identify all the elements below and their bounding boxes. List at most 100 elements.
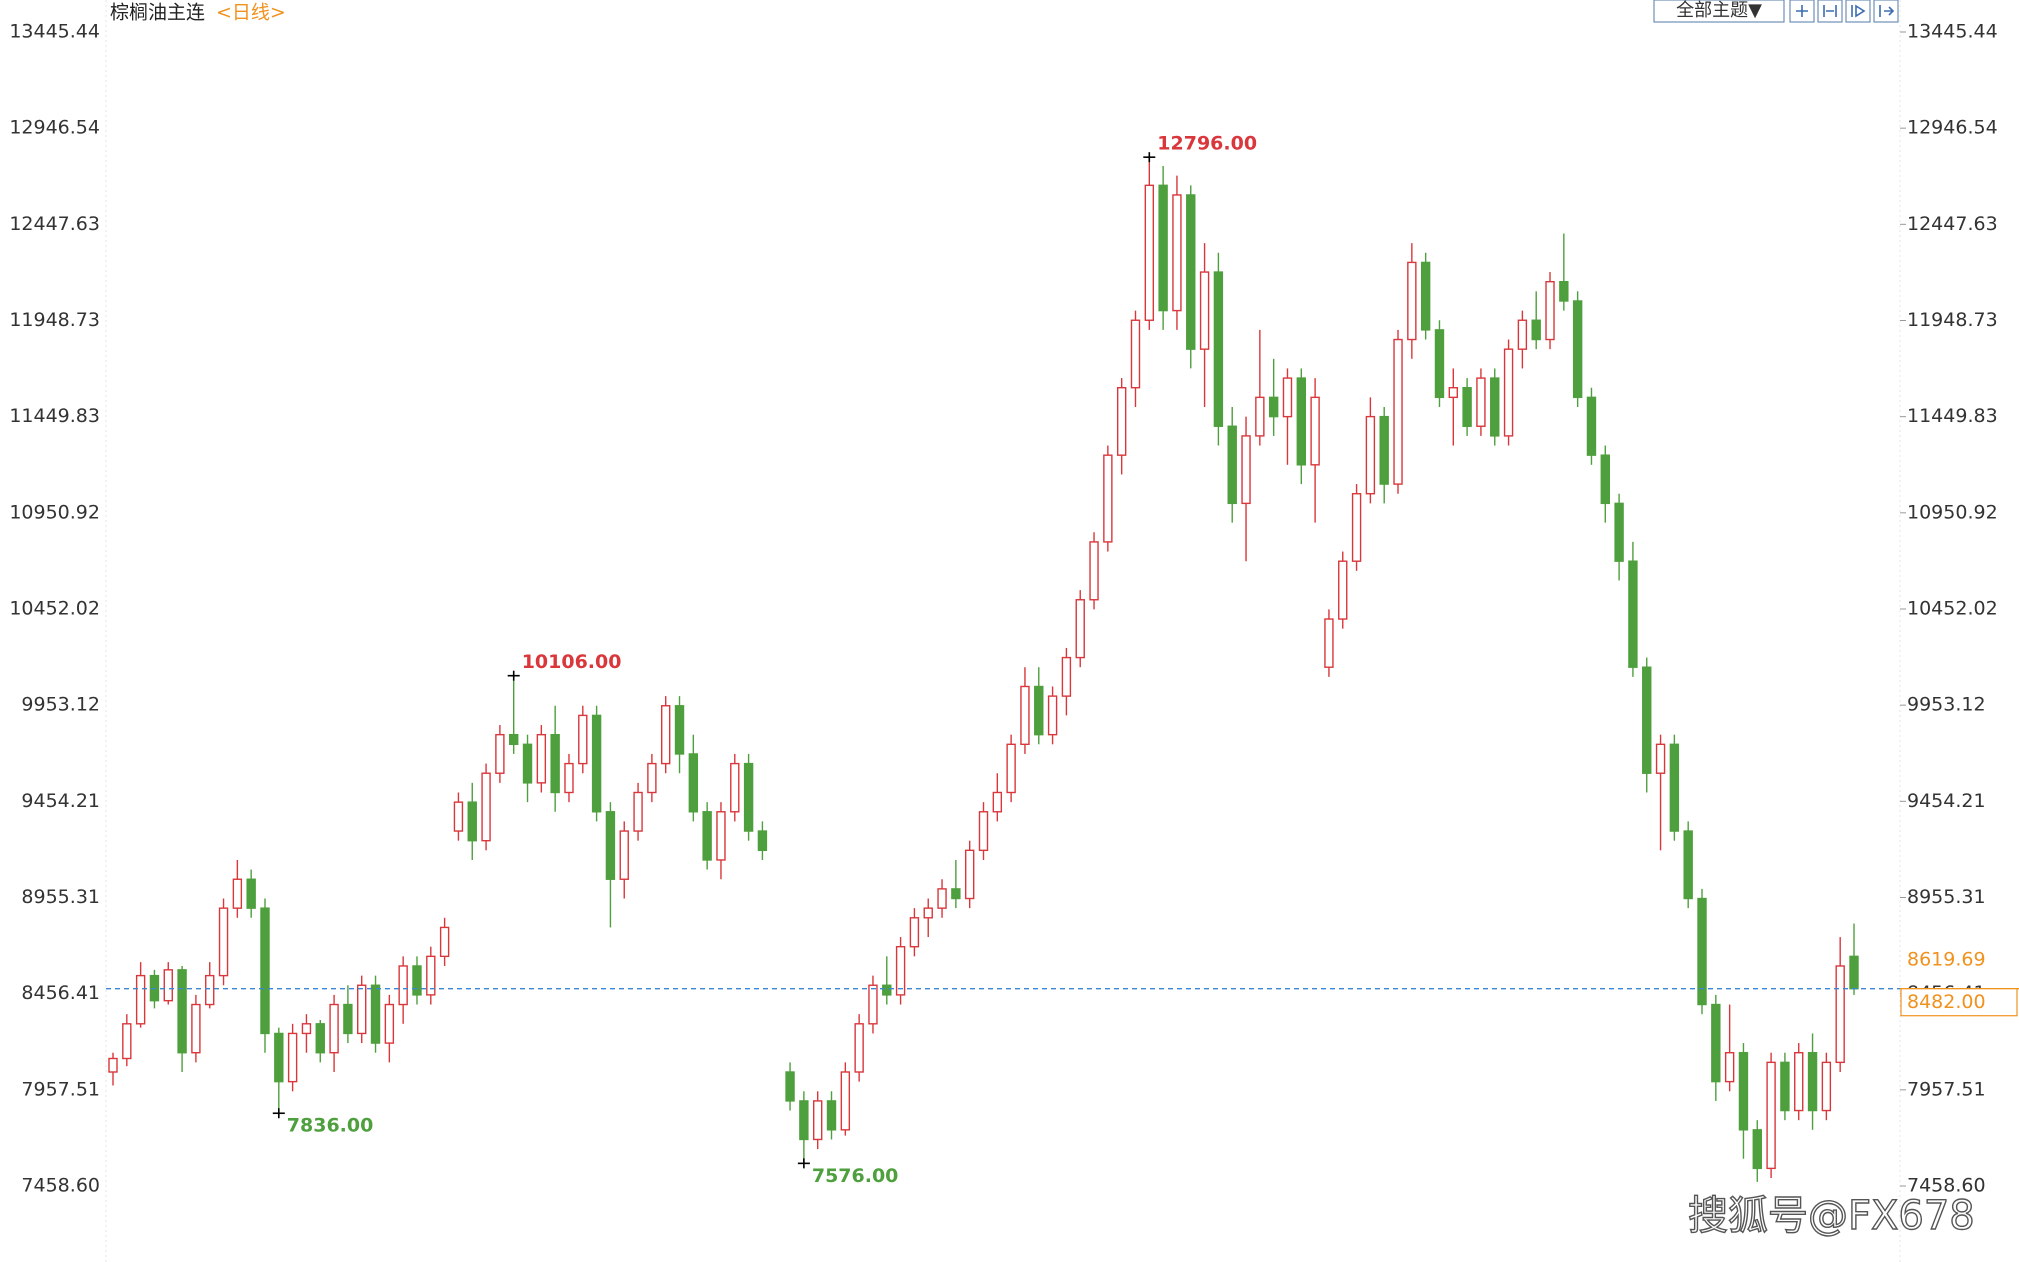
- toolbar-glyphs: [1796, 4, 1895, 18]
- y-tick-label-right: 10452.02: [1907, 597, 1998, 619]
- toolbar-icon[interactable]: [1845, 0, 1871, 23]
- candle-body: [1103, 454, 1113, 543]
- y-tick-label-right: 9454.21: [1907, 790, 1986, 812]
- y-tick-label-right: 7458.60: [1907, 1174, 1986, 1196]
- y-tick-label: 12946.54: [9, 117, 100, 139]
- y-tick-label-right: 11449.83: [1907, 405, 1998, 427]
- candle-body: [1324, 618, 1334, 668]
- last-price-box: [1900, 988, 2018, 1017]
- candle-body: [1503, 348, 1514, 437]
- candle-body: [978, 811, 989, 852]
- candle-body: [1462, 387, 1472, 427]
- theme-button[interactable]: [1653, 0, 1785, 23]
- candle-body: [1628, 560, 1638, 668]
- candle-body: [481, 772, 491, 842]
- candle-body: [992, 791, 1003, 813]
- candle-body: [232, 878, 243, 909]
- candle-body: [578, 714, 588, 765]
- candle-body: [177, 969, 187, 1054]
- candle-body: [135, 974, 146, 1025]
- candle-body: [1420, 261, 1431, 331]
- y-tick-label: 9953.12: [21, 694, 100, 716]
- candle-body: [1559, 280, 1569, 302]
- candle-body: [1089, 541, 1099, 601]
- y-tick-label-right: 10950.92: [1907, 501, 1998, 523]
- candle-body: [1586, 396, 1597, 456]
- candle-body: [287, 1032, 298, 1083]
- candle-body: [1683, 830, 1693, 900]
- candle-body: [218, 907, 229, 977]
- candle-body: [1130, 319, 1141, 389]
- candle-body: [1724, 1052, 1735, 1083]
- candle-body: [370, 984, 381, 1044]
- candle-body: [522, 743, 533, 784]
- candle-body: [1172, 194, 1182, 312]
- candle-body: [840, 1071, 851, 1131]
- candle-body: [412, 965, 422, 996]
- y-tick-label: 8456.41: [21, 982, 100, 1004]
- candle-body: [1448, 387, 1458, 399]
- candle-body: [315, 1023, 325, 1054]
- candle-body: [439, 926, 450, 958]
- candle-body: [1268, 396, 1279, 418]
- candle-body: [1614, 502, 1624, 562]
- candle-body: [1752, 1129, 1762, 1170]
- candle-body: [301, 1023, 312, 1035]
- y-tick-label-right: 7957.51: [1907, 1078, 1986, 1100]
- candle-body: [812, 1100, 823, 1141]
- candle-body: [1116, 387, 1127, 456]
- candle-body: [453, 801, 464, 832]
- candle-body: [1835, 965, 1845, 1064]
- candle-body: [964, 849, 975, 900]
- candle-body: [536, 733, 547, 784]
- candle-body: [1476, 377, 1486, 427]
- candle-body: [785, 1071, 795, 1102]
- candle-body: [1642, 666, 1652, 774]
- candle-body: [923, 907, 933, 919]
- extreme-label: 7576.00: [812, 1165, 899, 1187]
- candle-body: [1807, 1052, 1818, 1112]
- candle-body: [1061, 656, 1072, 697]
- candle-body: [1282, 377, 1293, 418]
- candle-body: [1075, 599, 1085, 659]
- candle-body: [564, 762, 574, 794]
- theme-button-label[interactable]: 全部主题▼: [1676, 0, 1762, 21]
- candle-body: [591, 714, 602, 813]
- candle-body: [108, 1057, 118, 1073]
- watermark: 搜狐号@FX678: [1688, 1193, 1975, 1239]
- candle-body: [826, 1100, 837, 1131]
- candle-body: [1490, 377, 1500, 437]
- candle-body: [1365, 415, 1376, 495]
- candle-body: [1255, 396, 1265, 437]
- candle-body: [1047, 695, 1058, 736]
- candle-body: [633, 791, 643, 832]
- candle-body: [1517, 319, 1528, 350]
- settle-price-label: 8619.69: [1907, 949, 1986, 971]
- extreme-label: 12796.00: [1157, 133, 1257, 155]
- candle-body: [343, 1003, 353, 1035]
- candle-body: [743, 762, 754, 832]
- extreme-label: 10106.00: [522, 651, 622, 673]
- candle-body: [854, 1023, 864, 1073]
- candle-body: [660, 705, 671, 765]
- candle-body: [951, 888, 961, 900]
- candle-body: [1821, 1061, 1832, 1112]
- y-tick-label: 11449.83: [9, 405, 100, 427]
- candle-body: [619, 830, 629, 880]
- candle-body: [716, 811, 726, 861]
- candle-body: [495, 733, 505, 774]
- candle-body: [1669, 743, 1680, 832]
- y-tick-label: 9454.21: [21, 790, 100, 812]
- candle-body: [688, 753, 699, 813]
- candle-body: [550, 733, 560, 794]
- candle-body: [1310, 396, 1320, 466]
- toolbar: 全部主题▼: [1653, 0, 1899, 23]
- candle-body: [122, 1023, 132, 1060]
- candle-body: [191, 1003, 201, 1054]
- candle-body: [205, 974, 215, 1006]
- y-tick-label: 7957.51: [21, 1078, 100, 1100]
- candle-body: [757, 830, 768, 852]
- candle-body: [1711, 1003, 1721, 1083]
- y-tick-label: 8955.31: [21, 886, 100, 908]
